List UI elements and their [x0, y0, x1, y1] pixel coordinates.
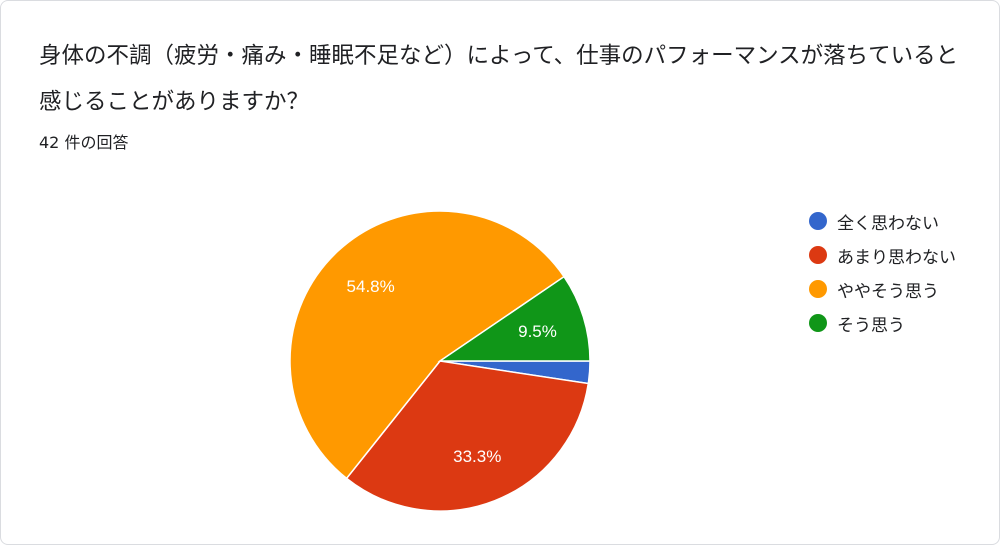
- legend-swatch-2: [809, 246, 827, 264]
- legend-swatch-1: [809, 212, 827, 230]
- legend-label-1: 全く思わない: [837, 213, 939, 234]
- response-count: 42 件の回答: [39, 133, 129, 152]
- question-title: 身体の不調（疲労・痛み・睡眠不足など）によって、仕事のパフォーマンスが落ちている…: [39, 43, 959, 115]
- legend-swatch-4: [809, 314, 827, 332]
- pie-slice-2[interactable]: [345, 360, 590, 512]
- pie-data-label-4: 9.5%: [518, 322, 557, 341]
- legend-label-2: あまり思わない: [837, 247, 956, 268]
- pie-slice-4[interactable]: [437, 275, 591, 362]
- legend-label-4: そう思う: [837, 315, 905, 336]
- legend-item-4[interactable]: そう思う: [809, 306, 956, 340]
- pie-slice-3[interactable]: [289, 210, 566, 480]
- legend-item-1[interactable]: 全く思わない: [809, 204, 956, 238]
- pie-data-label-3: 54.8%: [347, 277, 395, 296]
- legend-item-2[interactable]: あまり思わない: [809, 238, 956, 272]
- legend-item-3[interactable]: ややそう思う: [809, 272, 956, 306]
- pie-data-label-2: 33.3%: [453, 447, 501, 466]
- legend-label-3: ややそう思う: [837, 281, 939, 302]
- legend-swatch-3: [809, 280, 827, 298]
- legend: 全く思わない あまり思わない ややそう思う そう思う: [809, 204, 956, 340]
